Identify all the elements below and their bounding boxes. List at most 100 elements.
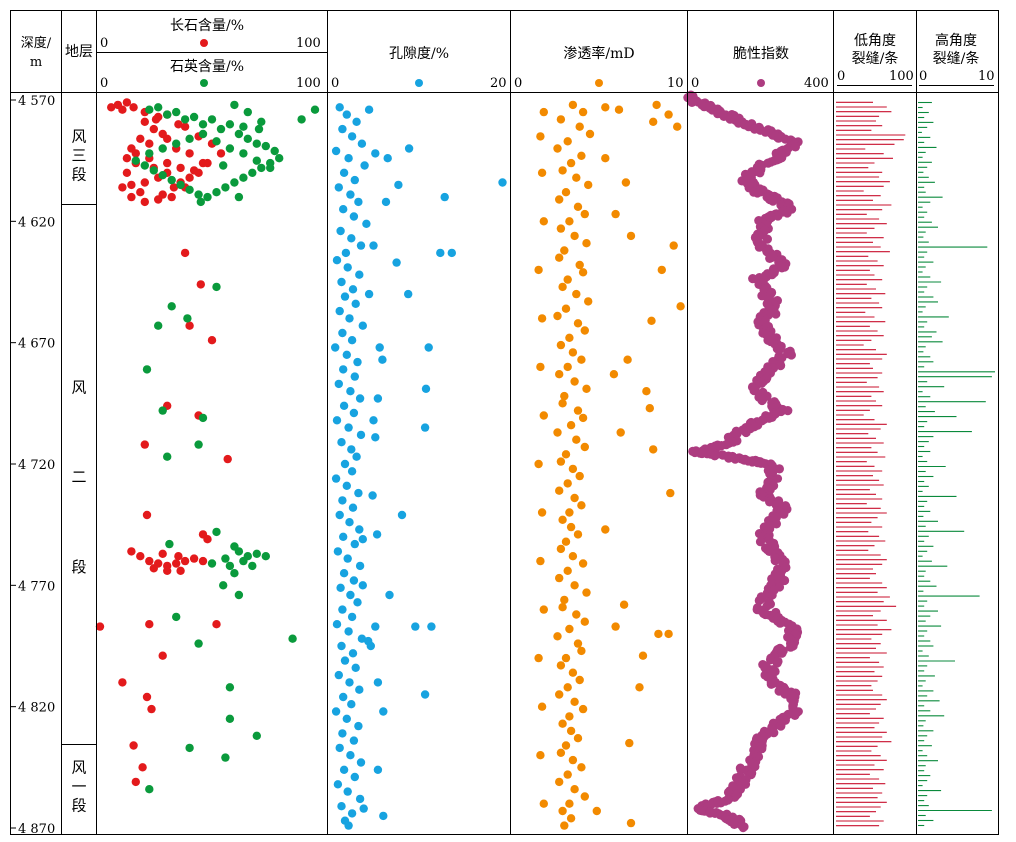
porosity-data-point <box>345 314 354 323</box>
brittleness-data-point <box>777 648 787 658</box>
porosity-data-point <box>342 350 351 359</box>
feldspar-quartz-data-point <box>140 440 149 449</box>
feldspar-quartz-data-point <box>225 120 235 129</box>
depth-tick-label: 4 670 <box>18 337 55 352</box>
formation-label-char: 段 <box>71 558 86 576</box>
permeability-data-point <box>635 683 644 692</box>
feldspar-quartz-data-point <box>297 115 306 124</box>
feldspar-quartz-data-point <box>234 590 244 600</box>
brittleness-data-point <box>783 406 793 416</box>
permeability-data-point <box>626 231 636 241</box>
feldspar-quartz-data-point <box>225 144 235 153</box>
porosity-data-point <box>332 416 342 425</box>
permeability-data-point <box>649 445 658 454</box>
feldspar-quartz-data-point <box>254 124 264 134</box>
feldspar-quartz-data-point <box>122 154 132 163</box>
feldspar-quartz-data-point <box>270 146 279 156</box>
feldspar-quartz-data-point <box>207 115 217 124</box>
feldspar-quartz-data-point <box>185 134 194 143</box>
permeability-data-point <box>565 799 574 808</box>
high-angle-scale-max: 10 <box>978 69 995 84</box>
permeability-data-point <box>553 311 562 321</box>
permeability-data-point <box>669 241 678 250</box>
porosity-data-point <box>411 622 420 631</box>
permeability-data-point <box>575 675 584 685</box>
permeability-data-point <box>654 629 663 639</box>
permeability-data-point <box>578 413 588 423</box>
feldspar-quartz-data-point <box>196 197 205 207</box>
feldspar-quartz-data-point <box>261 552 270 561</box>
feldspar-quartz-data-point <box>230 178 239 187</box>
brittleness-data-point <box>757 395 767 406</box>
permeability-data-point <box>577 501 586 510</box>
permeability-data-point <box>563 362 572 372</box>
permeability-data-point <box>561 304 571 313</box>
feldspar-quartz-data-point <box>221 554 230 563</box>
feldspar-quartz-data-point <box>248 168 257 177</box>
permeability-data-point <box>563 479 572 488</box>
feldspar-quartz-data-point <box>127 180 136 190</box>
feldspar-quartz-data-point <box>223 454 232 464</box>
permeability-data-point <box>558 282 567 292</box>
brittleness-data-point <box>779 509 789 519</box>
permeability-data-point <box>570 377 579 386</box>
porosity-data-point <box>440 192 449 202</box>
porosity-data-point <box>351 299 360 308</box>
brittleness-data-point <box>754 242 764 252</box>
feldspar-quartz-data-point <box>176 180 185 190</box>
porosity-data-point <box>336 583 345 592</box>
porosity-data-point <box>345 518 354 527</box>
porosity-data-point <box>358 321 367 330</box>
porosity-data-point <box>366 641 375 651</box>
permeability-data-point <box>614 105 624 114</box>
porosity-data-point <box>346 751 355 760</box>
permeability-data-point <box>558 399 567 408</box>
permeability-data-point <box>556 544 566 554</box>
permeability-data-point <box>580 209 589 219</box>
permeability-data-point <box>676 302 685 311</box>
formation-label-char: 风 <box>71 128 86 146</box>
feldspar-quartz-data-point <box>180 122 190 131</box>
porosity-data-point <box>355 561 365 571</box>
feldspar-quartz-data-point <box>158 171 167 180</box>
formation-header: 地层 <box>65 44 93 60</box>
feldspar-quartz-data-point <box>252 731 261 740</box>
feldspar-quartz-data-point <box>149 564 158 573</box>
permeability-data-point <box>563 275 572 284</box>
feldspar-quartz-data-point <box>185 173 194 182</box>
permeability-data-point <box>616 428 625 437</box>
permeability-data-point <box>558 166 567 175</box>
permeability-data-point <box>558 603 567 612</box>
feldspar-quartz-data-point <box>145 139 154 148</box>
high-angle-header-line2: 裂缝/条 <box>933 50 980 67</box>
feldspar-quartz-data-point <box>140 197 149 207</box>
feldspar-quartz-data-point <box>136 188 145 197</box>
porosity-data-point <box>379 707 388 716</box>
porosity-data-point <box>348 649 358 658</box>
porosity-data-point <box>341 248 351 258</box>
permeability-data-point <box>647 316 656 325</box>
low-angle-header-line2: 裂缝/条 <box>852 50 899 67</box>
permeability-data-point <box>539 107 548 117</box>
permeability-data-point <box>657 265 666 275</box>
porosity-data-point <box>339 365 348 374</box>
feldspar-quartz-data-point <box>194 190 203 199</box>
feldspar-quartz-data-point <box>158 406 167 415</box>
permeability-data-point <box>578 107 588 117</box>
permeability-data-point <box>611 622 620 631</box>
permeability-data-point <box>570 697 579 706</box>
brittleness-data-point <box>730 454 740 464</box>
feldspar-quartz-data-point <box>252 139 261 148</box>
feldspar-quartz-data-point <box>145 785 154 794</box>
feldspar-quartz-data-point <box>129 741 138 750</box>
porosity-data-point <box>337 641 346 651</box>
porosity-data-point <box>373 765 383 774</box>
permeability-data-point <box>556 224 566 233</box>
porosity-data-point <box>385 590 394 600</box>
permeability-data-point <box>536 362 545 372</box>
feldspar-quartz-data-point <box>310 105 320 114</box>
feldspar-quartz-data-point <box>189 112 199 122</box>
feldspar-quartz-data-point <box>239 122 248 131</box>
permeability-data-point <box>572 289 581 299</box>
